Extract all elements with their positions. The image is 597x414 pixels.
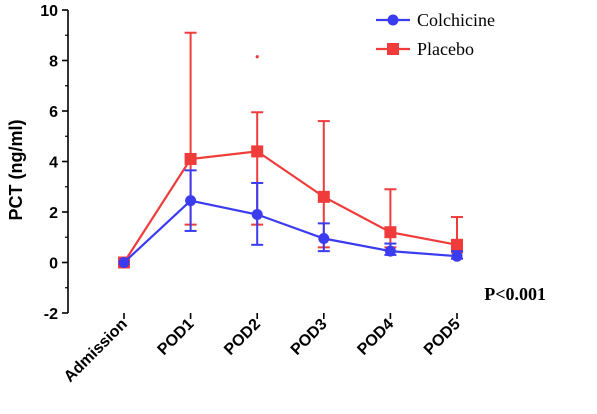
x-tick-label-pod4: POD4 (354, 316, 397, 359)
data-point (451, 238, 463, 251)
y-tick-label: 8 (49, 54, 58, 71)
x-tick-label-admission: Admission (61, 316, 131, 386)
x-tick-label-pod1: POD1 (155, 316, 198, 359)
y-tick-label: 10 (40, 3, 58, 20)
y-axis-label: PCT (ng/ml) (6, 120, 26, 221)
series-line (123, 150, 458, 264)
legend-marker (387, 14, 399, 26)
data-point (318, 233, 330, 245)
series-layer (118, 31, 463, 269)
legend-item-colchicine: Colchicine (376, 10, 495, 30)
y-tick-label: -2 (44, 306, 58, 323)
y-tick-label: 6 (49, 104, 58, 121)
x-tick-label-pod2: POD2 (221, 316, 264, 359)
data-point (451, 250, 463, 262)
legend-marker (387, 43, 399, 55)
data-point (251, 145, 264, 158)
x-tick-label-pod5: POD5 (421, 316, 464, 359)
axes: -2 0 2 4 6 8 10 Admission POD1 POD2 POD3 POD4 POD5 (40, 3, 464, 386)
data-point (384, 226, 397, 239)
legend: Colchicine Placebo (376, 10, 495, 59)
legend-label: Colchicine (417, 10, 495, 30)
x-tick-label-pod3: POD3 (288, 316, 331, 359)
data-point (185, 195, 197, 207)
p-value-annotation: P<0.001 (484, 284, 546, 304)
series-colchicine (118, 169, 463, 268)
series-placebo (118, 31, 463, 269)
y-tick-label: 2 (49, 205, 58, 222)
y-tick-label: 0 (49, 256, 58, 273)
outlier-point (255, 55, 259, 59)
data-point (251, 209, 263, 221)
data-point (184, 152, 197, 165)
data-point (384, 245, 396, 257)
series-line (123, 199, 458, 264)
y-tick-label: 4 (49, 155, 58, 172)
legend-item-placebo: Placebo (376, 39, 474, 59)
data-point (317, 190, 330, 203)
legend-label: Placebo (417, 39, 474, 59)
data-point (118, 257, 130, 268)
